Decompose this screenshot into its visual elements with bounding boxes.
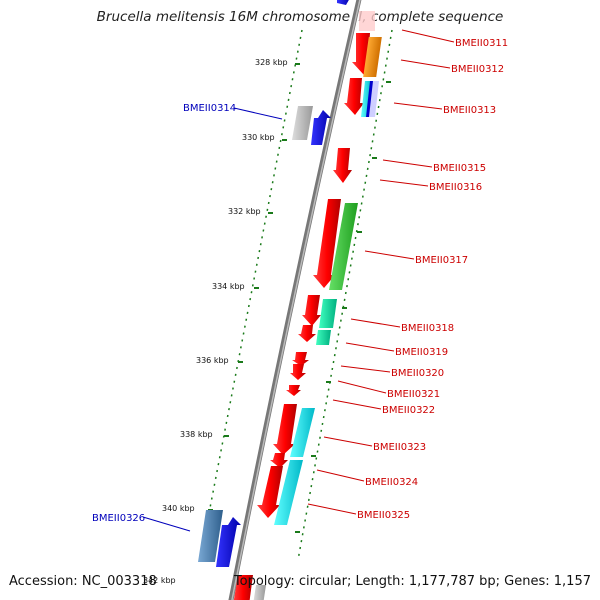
category-gray-bottom xyxy=(253,585,266,600)
cds-bmeii0318 xyxy=(302,295,321,326)
category-cyan-bmeii0325 xyxy=(274,460,303,525)
cds-bmeii0322 xyxy=(286,385,301,396)
chromosome-backbone xyxy=(228,0,362,600)
gene-label-bmeii0321[interactable]: BMEII0321 xyxy=(387,389,440,400)
tick-label-332: 332 kbp xyxy=(228,207,261,216)
gene-label-bmeii0313[interactable]: BMEII0313 xyxy=(443,105,496,116)
cds-bmeii0313 xyxy=(344,78,364,115)
category-teal-bmeii0318 xyxy=(319,299,337,328)
gene-label-bmeii0325[interactable]: BMEII0325 xyxy=(357,510,410,521)
leader-lines-red xyxy=(307,29,455,515)
cds-bmeii0320 xyxy=(292,352,309,366)
gene-label-bmeii0317[interactable]: BMEII0317 xyxy=(415,255,468,266)
gene-bmeii0314-blue xyxy=(311,110,331,145)
tick-label-328: 328 kbp xyxy=(255,58,288,67)
tick-label-340: 340 kbp xyxy=(162,504,195,513)
gene-label-bmeii0316[interactable]: BMEII0316 xyxy=(429,182,482,193)
gene-label-bmeii0311[interactable]: BMEII0311 xyxy=(455,38,508,49)
cds-bmeii0324 xyxy=(270,453,288,468)
gene-bmeii0326-steel xyxy=(198,510,223,562)
category-orange xyxy=(363,37,382,77)
cds-bmeii0323 xyxy=(273,404,297,455)
outer-tick-marks xyxy=(295,81,391,533)
tick-label-330: 330 kbp xyxy=(242,133,275,142)
cds-bmeii0319 xyxy=(298,325,316,342)
gene-bmeii0314-gray xyxy=(292,106,313,140)
tick-label-334: 334 kbp xyxy=(212,282,245,291)
tick-label-338: 338 kbp xyxy=(180,430,213,439)
gene-label-bmeii0319[interactable]: BMEII0319 xyxy=(395,347,448,358)
gene-label-bmeii0318[interactable]: BMEII0318 xyxy=(401,323,454,334)
cds-bmeii0315 xyxy=(333,148,352,183)
accession-text: Accession: NC_003318 xyxy=(9,574,157,589)
leader-lines-blue xyxy=(142,107,283,532)
gene-label-bmeii0324[interactable]: BMEII0324 xyxy=(365,477,418,488)
gene-label-bmeii0312[interactable]: BMEII0312 xyxy=(451,64,504,75)
category-green-bmeii0317 xyxy=(329,203,358,290)
cds-bmeii0321 xyxy=(290,364,306,380)
category-multi-bmeii0313 xyxy=(361,81,379,117)
category-cyan-bmeii0323 xyxy=(290,408,315,457)
gene-bmeii0326-blue xyxy=(216,517,241,567)
gene-label-bmeii0322[interactable]: BMEII0322 xyxy=(382,405,435,416)
gene-label-bmeii0320[interactable]: BMEII0320 xyxy=(391,368,444,379)
tick-label-342: 342 kbp xyxy=(143,576,176,585)
gene-partial-top-pink xyxy=(359,11,375,31)
map-title: Brucella melitensis 16M chromosome II, c… xyxy=(96,9,504,25)
cds-bmeii0317 xyxy=(313,199,341,288)
gene-label-bmeii0314[interactable]: BMEII0314 xyxy=(183,103,236,114)
topology-text: Topology: circular; Length: 1,177,787 bp… xyxy=(233,574,591,589)
gene-partial-top-blue xyxy=(337,0,349,5)
category-teal-bmeii0319 xyxy=(316,330,331,345)
tick-label-336: 336 kbp xyxy=(196,356,229,365)
gene-label-bmeii0326[interactable]: BMEII0326 xyxy=(92,513,145,524)
gene-label-bmeii0315[interactable]: BMEII0315 xyxy=(433,163,486,174)
cds-arrows xyxy=(233,33,373,600)
gene-label-bmeii0323[interactable]: BMEII0323 xyxy=(373,442,426,453)
chromosome-backbone-highlight xyxy=(231,0,361,600)
cds-bottom-partial xyxy=(233,575,253,600)
cds-bmeii0325 xyxy=(257,466,283,518)
